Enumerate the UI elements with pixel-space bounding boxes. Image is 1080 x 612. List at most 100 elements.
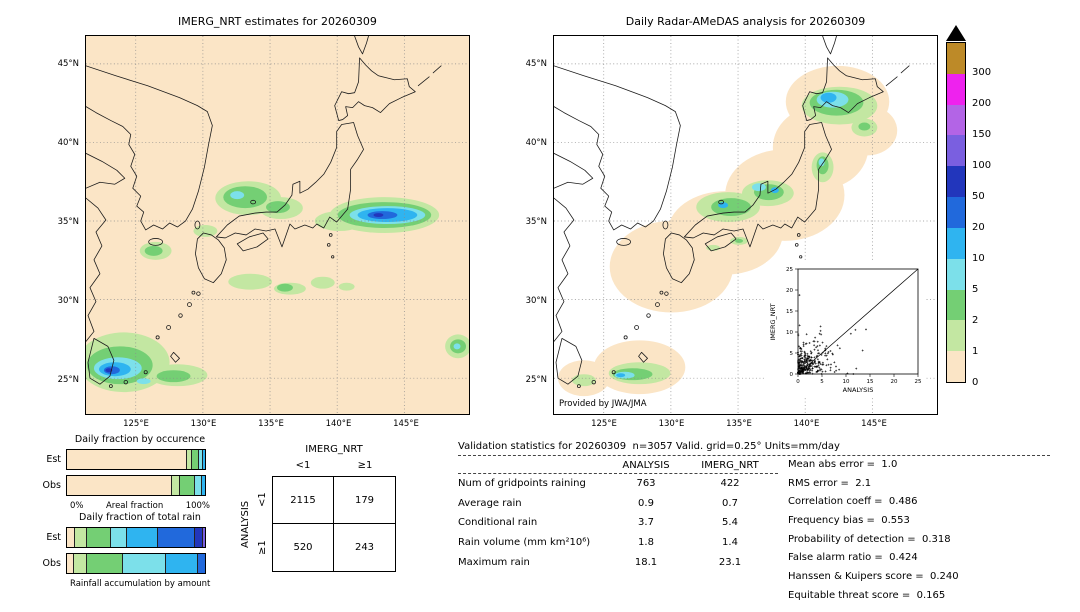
- imerg-map-panel: IMERG_NRT estimates for 20260309: [58, 15, 470, 429]
- colorbar-tick-label: 100: [972, 159, 992, 171]
- svg-text:0: 0: [796, 379, 800, 385]
- totalrain-chart: Daily fraction of total rain Est Obs Rain…: [38, 512, 211, 589]
- metric-line: Equitable threat score = 0.165: [788, 589, 946, 601]
- stacked-bar: [66, 449, 206, 470]
- bar-segment: [67, 554, 73, 573]
- metric-line: Correlation coeff = 0.486: [788, 496, 918, 508]
- svg-text:15: 15: [867, 379, 874, 385]
- stats-header-spacer: [458, 460, 606, 471]
- lon-tick: 145°E: [393, 419, 419, 429]
- occurrence-chart-rows: Est Obs: [38, 449, 210, 496]
- bar-segment: [122, 554, 165, 573]
- stats-row: Rain volume (mm km²10⁶) 1.8 1.4: [458, 533, 778, 553]
- metrics-list: Mean abs error = 1.0 RMS error = 2.1 Corre…: [788, 456, 959, 609]
- bar-segment: [73, 528, 87, 547]
- coastline: [86, 36, 442, 389]
- totalrain-chart-rows: Est Obs: [38, 527, 210, 574]
- stats-row: Average rain 0.9 0.7: [458, 494, 778, 514]
- totalrain-chart-title: Daily fraction of total rain: [79, 512, 201, 523]
- occurrence-chart: Daily fraction by occurence Est Obs 0% Ar…: [38, 434, 210, 511]
- svg-text:5: 5: [820, 379, 824, 385]
- stats-row: Num of gridpoints raining 763 422: [458, 474, 778, 494]
- lat-tick: 35°N: [525, 217, 547, 227]
- lat-tick: 30°N: [57, 296, 79, 306]
- lon-tick: 130°E: [658, 419, 685, 429]
- lon-tick: 125°E: [123, 419, 149, 429]
- stats-row-label: Maximum rain: [458, 556, 530, 568]
- occurrence-chart-axis: 0% Areal fraction 100%: [70, 501, 210, 511]
- bar-segment: [193, 528, 203, 547]
- colorbar-band-c2: [947, 289, 965, 321]
- stats-row-label: Num of gridpoints raining: [458, 478, 586, 490]
- colorbar-tick-label: 0: [972, 376, 979, 388]
- axis-max-label: 100%: [185, 501, 210, 511]
- radar-map-panel: Daily Radar-AMeDAS analysis for 20260309: [526, 15, 938, 429]
- contingency-cell: 2115: [273, 477, 334, 524]
- bar-row-label: Obs: [42, 480, 61, 491]
- colorbar-band-c0: [947, 351, 965, 382]
- contingency-table: IMERG_NRT <1 ≥1 ANALYSIS <1 ≥1 2115 179 52…: [238, 444, 408, 584]
- credit-text: Provided by JWA/JMA: [559, 399, 647, 409]
- validation-stats: Validation statistics for 20260309 n=305…: [458, 441, 1050, 609]
- row-label-lt1: <1: [257, 492, 268, 508]
- bar-segment: [72, 554, 87, 573]
- lon-tick: 140°E: [793, 419, 820, 429]
- stats-imerg-value: 422: [720, 478, 740, 490]
- bar-row-est: Est: [38, 527, 210, 548]
- bar-segment: [191, 450, 199, 469]
- colorbar-tick-label: 1: [972, 345, 979, 357]
- colorbar-tick-label: 2: [972, 314, 979, 326]
- bar-row-label: Obs: [42, 558, 61, 569]
- grid-lines: [554, 36, 937, 414]
- stats-imerg-value: 23.1: [718, 556, 742, 568]
- bar-segment: [200, 476, 205, 495]
- lat-tick: 40°N: [525, 138, 547, 148]
- colorbar-band-c20: [947, 197, 965, 228]
- colorbar-tick-label: 300: [972, 66, 992, 78]
- bar-segment: [178, 476, 194, 495]
- contingency-col-labels: <1 ≥1: [272, 460, 396, 471]
- stats-row-label: Average rain: [458, 497, 522, 509]
- colorbar-band-c150: [947, 104, 965, 136]
- lat-tick: 25°N: [57, 375, 79, 385]
- stats-col-imerg: IMERG_NRT: [701, 460, 759, 471]
- stacked-bar: [66, 527, 206, 548]
- colorbar-tick-label: 50: [972, 190, 985, 202]
- stats-analysis-value: 1.8: [638, 537, 654, 549]
- svg-text:25: 25: [915, 379, 922, 385]
- svg-text:10: 10: [786, 330, 793, 336]
- bar-segment: [156, 528, 194, 547]
- stats-table: ANALYSIS IMERG_NRT Num of gridpoints rai…: [458, 456, 778, 609]
- col-label-ge1: ≥1: [357, 460, 373, 471]
- bar-row-obs: Obs: [38, 553, 210, 574]
- imerg-precip-overlay: [86, 181, 469, 393]
- stats-row-label: Conditional rain: [458, 517, 538, 529]
- bar-row-label: Est: [46, 532, 61, 543]
- stats-analysis-value: 18.1: [634, 556, 658, 568]
- stacked-bar: [66, 475, 206, 496]
- stats-row: Maximum rain 18.1 23.1: [458, 552, 778, 572]
- bar-segment: [170, 476, 179, 495]
- lat-tick: 35°N: [57, 217, 79, 227]
- svg-text:10: 10: [843, 379, 850, 385]
- contingency-cell: 243: [354, 542, 375, 553]
- imerg-map-title: IMERG_NRT estimates for 20260309: [178, 15, 377, 28]
- grid-lines: [86, 36, 469, 414]
- bar-segment: [86, 554, 123, 573]
- colorbar-tick-label: 150: [972, 128, 992, 140]
- stats-row: Conditional rain 3.7 5.4: [458, 513, 778, 533]
- dashed-divider: [458, 473, 778, 474]
- stats-imerg-value: 1.4: [722, 537, 738, 549]
- lat-tick: 45°N: [57, 59, 79, 69]
- contingency-cell: 520: [273, 524, 334, 571]
- stats-analysis-value: 763: [636, 478, 656, 490]
- metric-line: False alarm ratio = 0.424: [788, 552, 918, 564]
- colorbar-band-c5: [947, 258, 965, 290]
- colorbar-tick-label: 5: [972, 283, 979, 295]
- colorbar-overflow-triangle: [946, 25, 966, 41]
- colorbar-band-c1: [947, 320, 965, 352]
- colorbar-band-c100: [947, 135, 965, 167]
- stacked-bar: [66, 553, 206, 574]
- lon-tick: 140°E: [325, 419, 352, 429]
- contingency-col-group: IMERG_NRT: [305, 444, 363, 455]
